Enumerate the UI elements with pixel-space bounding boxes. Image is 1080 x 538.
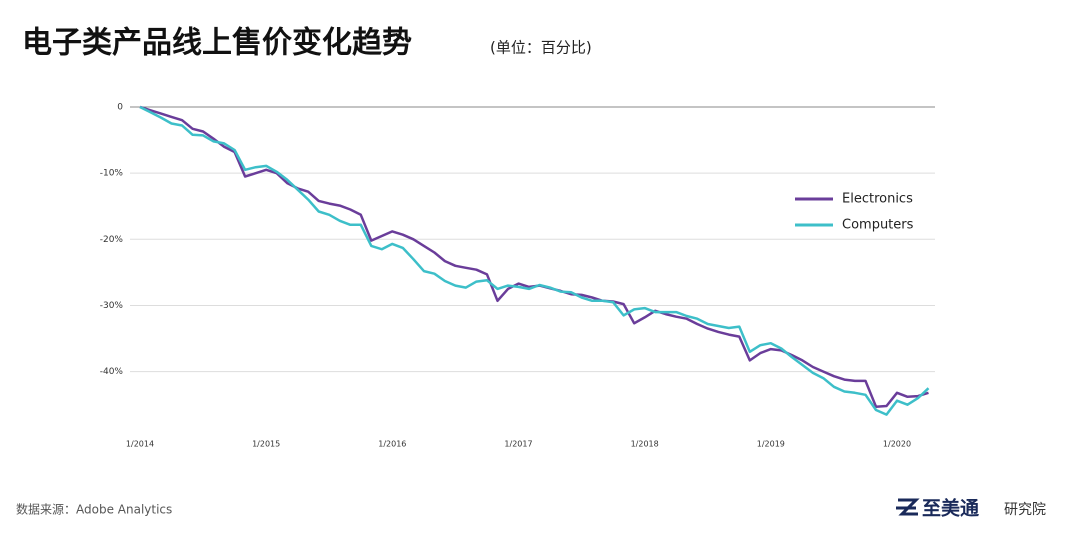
x-tick-label: 1/2017 [504,440,532,449]
logo-suffix: 研究院 [1004,502,1046,518]
line-series [139,105,930,416]
y-tick-label: -10% [100,169,124,179]
legend-label: Computers [842,218,914,233]
x-tick-label: 1/2014 [126,440,154,449]
x-tick-label: 1/2016 [378,440,406,449]
chart-subtitle: (单位：百分比) [490,39,592,57]
x-tick-label: 1/2019 [757,440,785,449]
x-tick-label: 1/2020 [883,440,911,449]
line-series [139,105,929,408]
y-tick-label: 0 [117,103,123,113]
x-tick-label: 1/2015 [252,440,280,449]
chart-title: 电子类产品线上售价变化趋势 [22,26,412,61]
x-tick-label: 1/2018 [631,440,659,449]
legend-label: Electronics [842,192,913,207]
logo-icon [896,498,920,516]
source: 数据来源：Adobe Analytics [16,502,172,517]
y-tick-label: -20% [100,235,124,245]
y-tick-label: -30% [100,301,124,311]
logo-name: 至美通 [922,497,980,520]
y-tick-label: -40% [100,367,124,377]
